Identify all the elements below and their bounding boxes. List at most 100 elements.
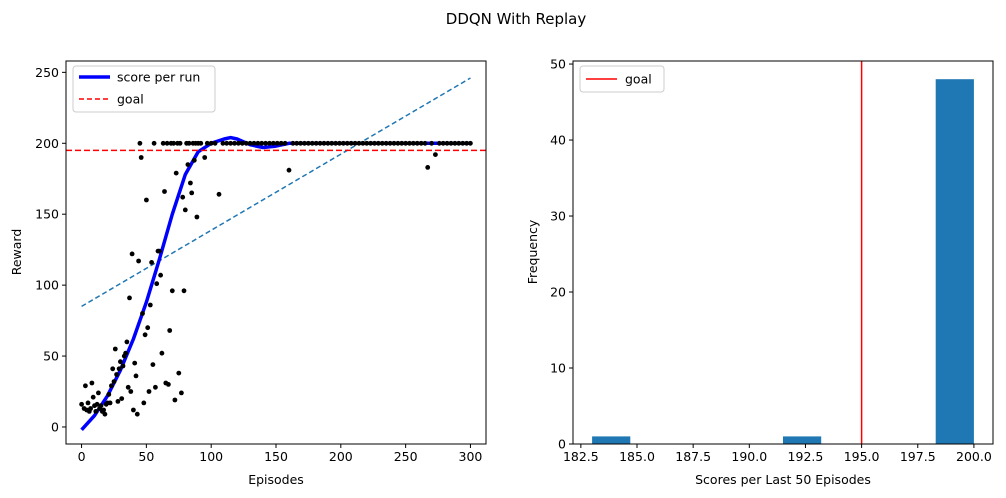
scatter-point xyxy=(141,400,147,406)
x-tick-label: 195.0 xyxy=(844,449,880,464)
scatter-point xyxy=(114,372,119,377)
scatter-point xyxy=(171,140,177,146)
scatter-point xyxy=(128,389,134,394)
chart2-marks xyxy=(592,61,974,444)
scatter-point xyxy=(107,400,113,406)
y-tick-label: 30 xyxy=(550,209,566,224)
y-tick-label: 10 xyxy=(550,361,566,376)
scatter-point xyxy=(120,363,126,369)
scatter-point xyxy=(112,346,118,352)
scatter-point xyxy=(149,260,155,265)
scatter-point xyxy=(202,155,208,160)
scatter-point xyxy=(433,152,438,158)
scatter-point xyxy=(153,384,158,390)
scatter-point xyxy=(94,401,100,407)
scatter-point xyxy=(204,140,210,146)
x-tick-label: 0 xyxy=(78,449,86,464)
scatter-point xyxy=(407,140,412,146)
scatter-point xyxy=(243,140,249,146)
x-tick-label: 250 xyxy=(394,449,418,464)
scatter-point xyxy=(429,140,434,146)
scatter-point xyxy=(181,288,187,294)
scatter-point xyxy=(348,140,354,146)
scatter-point xyxy=(172,397,178,403)
scatter-point xyxy=(177,140,183,146)
scatter-point xyxy=(101,407,106,413)
scatter-point xyxy=(151,140,157,146)
chart2-legend: goal xyxy=(579,65,665,93)
scatter-point xyxy=(208,140,214,146)
scatter-point xyxy=(282,140,288,146)
scatter-point xyxy=(85,400,91,406)
histogram-bar xyxy=(935,79,974,444)
scatter-point xyxy=(180,194,186,200)
x-tick-label: 197.5 xyxy=(900,449,936,464)
scatter-point xyxy=(164,140,170,146)
scatter-point xyxy=(278,140,284,146)
scatter-point xyxy=(271,140,276,146)
y-tick-label: 100 xyxy=(35,278,59,293)
scatter-point xyxy=(414,140,420,146)
scatter-point xyxy=(224,140,230,146)
scatter-point xyxy=(325,140,331,146)
scatter-point xyxy=(313,140,319,146)
scatter-point xyxy=(372,140,377,146)
scatter-point xyxy=(309,140,315,146)
scatter-point xyxy=(232,140,237,146)
scatter-point xyxy=(136,258,142,264)
scatter-point xyxy=(251,140,257,146)
scatter-point xyxy=(317,140,323,146)
x-tick-label: 192.5 xyxy=(788,449,824,464)
scatter-point xyxy=(138,155,144,160)
scatter-point xyxy=(160,140,166,146)
scatter-point xyxy=(383,140,389,146)
scatter-point xyxy=(131,407,136,413)
scatter-point xyxy=(150,362,156,367)
scatter-point xyxy=(255,140,261,146)
y-tick-label: 0 xyxy=(558,437,566,452)
scatter-point xyxy=(96,390,101,396)
scatter-point xyxy=(154,281,160,287)
scatter-point xyxy=(440,140,446,146)
scatter-point xyxy=(179,390,184,396)
chart1-xlabel: Episodes xyxy=(248,472,304,487)
scatter-point xyxy=(212,140,218,146)
scatter-point xyxy=(137,140,143,146)
scatter-point xyxy=(468,140,473,146)
x-tick-label: 185.0 xyxy=(619,449,655,464)
chart1-ticks: 0 50 100 150 200 250 300 0 50 100 150 200 250 xyxy=(35,65,482,464)
chart2-xlabel: Scores per Last 50 Episodes xyxy=(695,472,871,487)
scatter-point xyxy=(93,409,99,414)
scatter-point xyxy=(452,140,458,146)
scatter-point xyxy=(418,140,424,146)
scatter-point xyxy=(159,350,165,356)
chart2-ticks: 182.5 185.0 187.5 190.0 192.5 195.0 197.5 200.0… xyxy=(550,57,992,464)
scatter-point xyxy=(247,140,253,146)
scatter-point xyxy=(422,140,428,146)
scatter-point xyxy=(444,140,450,146)
reward-scatter-chart: 0 50 100 150 200 250 300 0 50 100 150 200 250 Episod… xyxy=(9,60,487,487)
scatter-point xyxy=(144,197,149,203)
chart1-marks xyxy=(66,77,486,431)
scatter-point xyxy=(344,140,350,146)
scatter-point xyxy=(411,140,416,146)
scatter-point xyxy=(403,140,408,146)
score-per-run-line xyxy=(80,135,471,431)
scatter-point xyxy=(111,379,117,384)
scatter-point xyxy=(286,167,292,173)
y-tick-label: 0 xyxy=(51,419,59,434)
scatter-point xyxy=(83,383,88,389)
scatter-point xyxy=(166,382,171,387)
scatter-point xyxy=(79,401,84,407)
scatter-point xyxy=(379,140,385,146)
scatter-point xyxy=(376,140,381,146)
scatter-point xyxy=(220,140,226,146)
scatter-point xyxy=(364,140,370,146)
scatter-point xyxy=(189,190,195,196)
scatter-point xyxy=(236,140,241,146)
scatter-point xyxy=(119,396,125,401)
scatter-point xyxy=(90,394,96,400)
scatter-point xyxy=(185,162,191,168)
scatter-point xyxy=(147,302,153,308)
scatter-point xyxy=(216,191,222,197)
